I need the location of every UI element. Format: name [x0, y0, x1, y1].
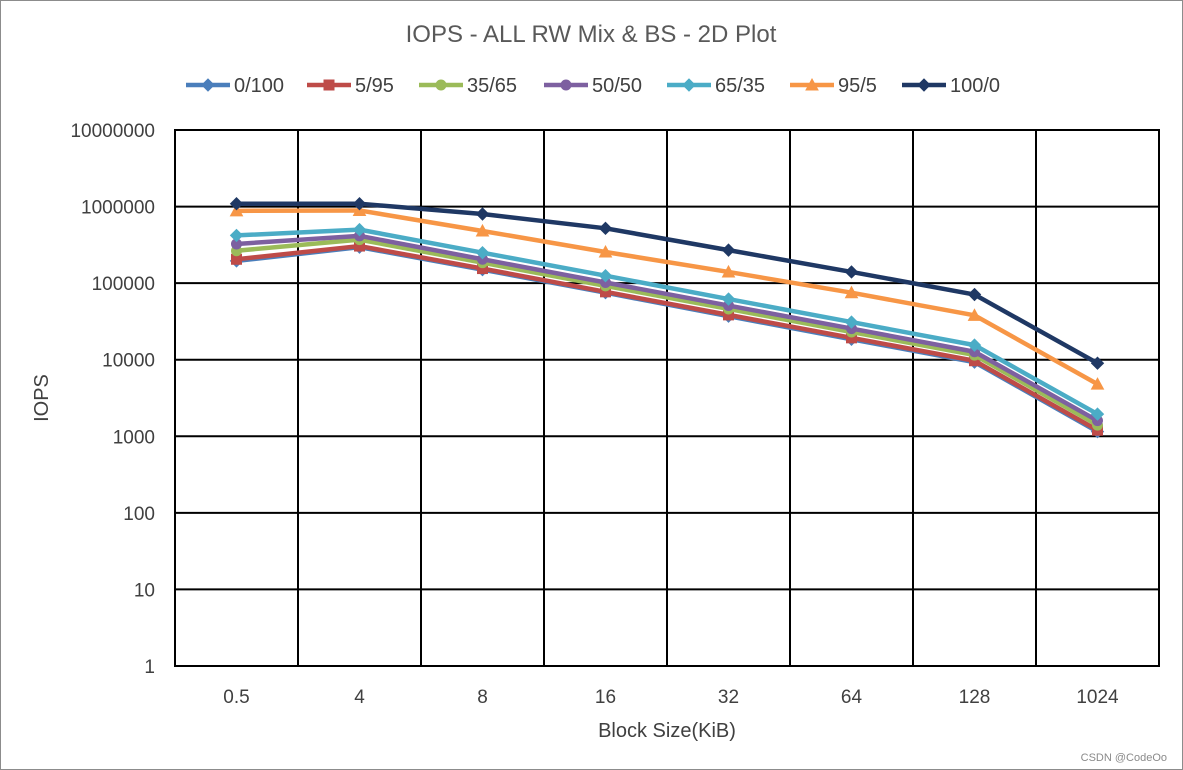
x-axis-label: Block Size(KiB) — [598, 720, 736, 742]
legend-label: 5/95 — [355, 75, 394, 97]
legend-item: 5/95 — [307, 75, 394, 97]
data-point — [967, 308, 982, 321]
legend-label: 100/0 — [950, 75, 1000, 97]
y-tick-label: 1 — [144, 657, 155, 678]
legend: 0/100 5/95 35/65 50/50 65/35 95/5 100/0 — [186, 75, 1000, 97]
legend-item: 95/5 — [790, 75, 877, 97]
legend-item: 0/100 — [186, 75, 284, 97]
legend-swatch-marker — [201, 78, 215, 92]
series-95-5 — [229, 203, 1105, 390]
series-65-35 — [229, 222, 1105, 421]
data-point — [352, 222, 367, 237]
legend-item: 65/35 — [667, 75, 765, 97]
watermark: CSDN @CodeOo — [1081, 752, 1167, 764]
data-point — [967, 338, 982, 352]
x-tick-label: 16 — [595, 687, 616, 708]
legend-swatch-marker — [917, 78, 931, 92]
x-tick-label: 32 — [718, 687, 739, 708]
plot-area: 1 10 100 1000 10000 100000 1000000 10000000 0.5 4… — [70, 121, 1160, 708]
x-tick-label: 1024 — [1076, 687, 1119, 708]
legend-swatch-marker — [323, 79, 335, 91]
data-point — [844, 315, 859, 329]
legend-label: 50/50 — [592, 75, 642, 97]
y-tick-label: 10000000 — [70, 121, 155, 142]
series-line — [236, 208, 1099, 387]
y-tick-label: 10000 — [102, 351, 155, 372]
data-point — [475, 207, 490, 221]
data-point — [352, 196, 367, 211]
series-50-50 — [231, 230, 1103, 427]
x-tick-label: 64 — [841, 687, 863, 708]
y-axis-label: IOPS — [31, 374, 53, 422]
data-point — [1090, 377, 1105, 390]
data-point — [598, 244, 613, 258]
data-point — [598, 269, 613, 283]
data-point — [1090, 407, 1105, 421]
data-point — [475, 223, 490, 237]
series-100-0 — [229, 196, 1105, 370]
y-tick-label: 100000 — [92, 274, 155, 295]
data-point — [229, 196, 244, 211]
y-tick-label: 1000000 — [81, 198, 155, 219]
data-point — [1090, 356, 1105, 370]
data-point — [967, 287, 982, 302]
series-line — [236, 233, 1099, 423]
data-point — [229, 228, 244, 243]
x-tick-label: 128 — [959, 687, 991, 708]
y-tick-label: 10 — [134, 580, 155, 601]
series-line — [236, 227, 1099, 417]
data-point — [721, 243, 736, 257]
series-5-95 — [231, 240, 1103, 436]
data-point — [844, 285, 859, 299]
chart-title: IOPS - ALL RW Mix & BS - 2D Plot — [406, 21, 777, 48]
legend-swatch-marker — [435, 79, 447, 91]
data-point — [844, 265, 859, 279]
data-point — [598, 221, 613, 236]
legend-item: 50/50 — [544, 75, 642, 97]
y-tick-label: 100 — [123, 504, 155, 525]
series-line — [236, 237, 1099, 428]
series-line — [236, 243, 1099, 433]
legend-swatch-marker — [805, 77, 819, 91]
legend-label: 95/5 — [838, 75, 877, 97]
legend-label: 65/35 — [715, 75, 765, 97]
data-point — [475, 245, 490, 260]
legend-swatch-marker — [682, 78, 696, 92]
x-tick-label: 8 — [477, 687, 488, 708]
legend-item: 100/0 — [902, 75, 1000, 97]
x-tick-label: 4 — [354, 687, 365, 708]
legend-label: 35/65 — [467, 75, 517, 97]
plot-border — [174, 129, 1160, 667]
data-point — [721, 292, 736, 306]
x-tick-label: 0.5 — [223, 687, 249, 708]
y-tick-label: 1000 — [113, 427, 155, 448]
legend-label: 0/100 — [234, 75, 284, 97]
legend-item: 35/65 — [419, 75, 517, 97]
series-line — [236, 201, 1099, 366]
data-point — [721, 264, 736, 278]
legend-swatch-marker — [560, 79, 572, 91]
